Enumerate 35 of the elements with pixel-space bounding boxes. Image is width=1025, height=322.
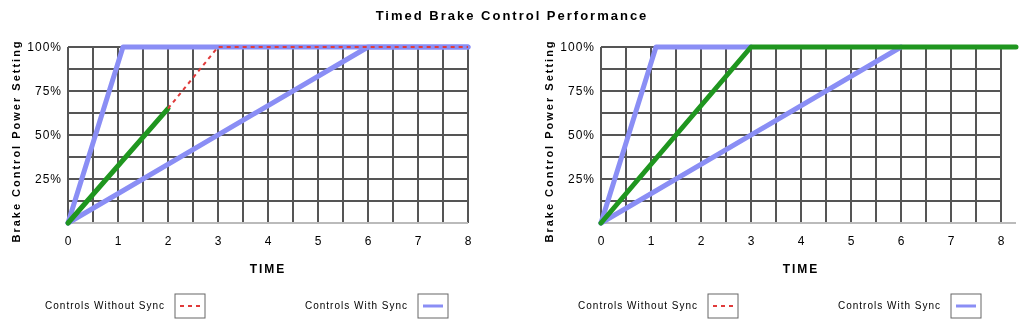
x-tick-label: 2 [164,234,172,248]
legend-label: Controls Without Sync [45,300,165,311]
x-tick-label: 2 [697,234,705,248]
legend-label: Controls With Sync [837,300,941,311]
y-tick-label: 75% [567,84,595,98]
y-tick-label: 50% [567,128,595,142]
y-tick-label: 50% [34,128,62,142]
x-tick-label: 5 [847,234,855,248]
y-tick-label: 75% [34,84,62,98]
legend-label: Controls Without Sync [578,300,698,311]
x-axis-title: TIME [782,262,820,276]
text: Timed Brake Control Performance [375,8,649,23]
x-tick-label: 3 [747,234,755,248]
x-axis-title: TIME [249,262,287,276]
x-tick-label: 0 [64,234,72,248]
x-tick-label: 1 [647,234,655,248]
x-tick-label: 8 [464,234,472,248]
x-tick-label: 8 [997,234,1005,248]
x-tick-label: 6 [897,234,905,248]
x-tick-label: 4 [264,234,272,248]
y-tick-label: 100% [27,40,62,54]
x-tick-label: 6 [364,234,372,248]
x-tick-label: 5 [314,234,322,248]
x-tick-label: 7 [414,234,422,248]
y-axis-title: Brake Control Power Setting [543,39,555,243]
y-axis-title: Brake Control Power Setting [10,39,22,243]
y-tick-label: 25% [567,172,595,186]
legend-label: Controls With Sync [304,300,408,311]
y-tick-label: 100% [560,40,595,54]
x-tick-label: 3 [214,234,222,248]
y-tick-label: 25% [34,172,62,186]
x-tick-label: 4 [797,234,805,248]
x-tick-label: 0 [597,234,605,248]
x-tick-label: 7 [947,234,955,248]
x-tick-label: 1 [114,234,122,248]
